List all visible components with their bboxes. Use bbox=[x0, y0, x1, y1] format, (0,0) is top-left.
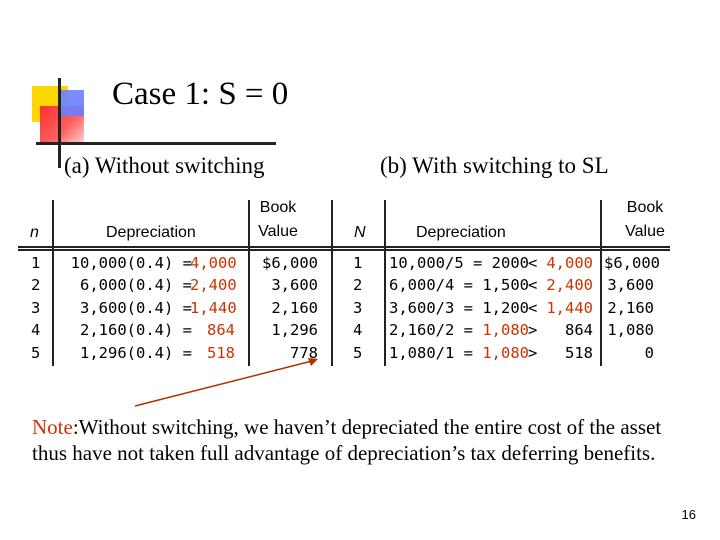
table-a-book-cell: 2,160 bbox=[271, 298, 318, 317]
subtitle-with-switching: (b) With switching to SL bbox=[380, 153, 609, 178]
table-b-col-cmp: 4,000 2,400 1,440 864 518 bbox=[540, 252, 593, 364]
table-a-col-book: $6,000 3,600 2,160 1,296 778 bbox=[256, 252, 318, 364]
table-b-header-value: Value bbox=[625, 223, 665, 240]
table-b-sym-cell: > bbox=[528, 343, 538, 362]
table-a-calc-cell: 1,296(0.4) = bbox=[80, 343, 192, 362]
note-body: :Without switching, we haven’t depreciat… bbox=[32, 415, 662, 465]
table-a-dep-cell: 518 bbox=[207, 343, 235, 362]
table-a-n-cell: 3 bbox=[31, 298, 41, 317]
table-a-col-n: 1 2 3 4 5 bbox=[31, 252, 40, 364]
table-b-calc-row: 6,000/4 = 1,500 bbox=[389, 274, 529, 296]
table-a-book-cell: 778 bbox=[290, 343, 318, 362]
table-b-col-n: 1 2 3 4 5 bbox=[353, 252, 362, 364]
table-b-col-calc: 10,000/5 = 2000 6,000/4 = 1,500 3,600/3 … bbox=[389, 252, 529, 364]
table-b-header-n: N bbox=[354, 224, 366, 241]
note-label: Note bbox=[32, 415, 73, 439]
header-rule-top bbox=[18, 246, 670, 248]
table-a-header-depreciation: Depreciation bbox=[106, 224, 196, 241]
subtitle-without-switching: (a) Without switching bbox=[64, 153, 265, 178]
table-b-n-cell: 4 bbox=[353, 321, 363, 340]
table-a-n-cell: 5 bbox=[31, 343, 41, 362]
table-a-col-calc: 10,000(0.4) = 6,000(0.4) = 3,600(0.4) = … bbox=[60, 252, 192, 364]
table-a-calc-cell: 6,000(0.4) = bbox=[80, 276, 192, 295]
table-b-col-sym: < < < > > bbox=[528, 252, 537, 364]
table-a-header-n: n bbox=[30, 224, 39, 241]
table-a-col-dep: 4,000 2,400 1,440 864 518 bbox=[190, 252, 237, 364]
table-a-calc-cell: 10,000(0.4) = bbox=[70, 254, 192, 272]
table-b-calc-cell: 10,000/5 = 2000 bbox=[389, 254, 529, 272]
table-a-dep-cell: 864 bbox=[207, 321, 235, 340]
table-b-cmp-cell: 4,000 bbox=[546, 254, 593, 272]
table-b-n-cell: 5 bbox=[353, 343, 363, 362]
table-b-n-cell: 2 bbox=[353, 276, 363, 295]
table-b-book-cell: 2,160 bbox=[607, 298, 654, 317]
table-b-header-depreciation: Depreciation bbox=[416, 224, 506, 241]
table-a-book-cell: $6,000 bbox=[262, 254, 318, 272]
table-b-header-book: Book bbox=[626, 199, 664, 216]
table-b-book-cell: $6,000 bbox=[604, 254, 660, 272]
table-b-calc-row: 1,080/1 = 1,080 bbox=[389, 342, 529, 364]
table-a-header-book: Book bbox=[259, 199, 297, 216]
table-a-calc-cell: 2,160(0.4) = bbox=[80, 321, 192, 340]
table-a-book-cell: 1,296 bbox=[271, 321, 318, 340]
note-text: Note:Without switching, we haven’t depre… bbox=[32, 414, 682, 466]
page-number: 16 bbox=[681, 507, 696, 522]
table-b-divider-1 bbox=[384, 200, 386, 366]
table-b-sym-cell: < bbox=[528, 276, 538, 295]
table-b-calc-row: 2,160/2 = 1,080 bbox=[389, 319, 529, 341]
table-b-calc-row: 10,000/5 = 2000 bbox=[389, 252, 529, 274]
table-b-n-cell: 1 bbox=[353, 254, 363, 272]
logo-blue-square bbox=[58, 90, 84, 116]
table-b-n-cell: 3 bbox=[353, 298, 363, 317]
table-b-col-book: $6,000 3,600 2,160 1,080 0 bbox=[604, 252, 660, 364]
table-a-n-cell: 2 bbox=[31, 276, 41, 295]
table-b-calc-red: 1,080 bbox=[482, 343, 530, 362]
table-b-book-cell: 0 bbox=[644, 343, 654, 362]
table-b-sym-cell: > bbox=[528, 321, 538, 340]
table-a-header-value: Value bbox=[258, 223, 298, 240]
table-b-calc-cell: 2,160/2 = bbox=[389, 321, 473, 340]
table-a-divider-2 bbox=[248, 200, 250, 366]
table-divider-middle bbox=[331, 200, 333, 366]
table-b-divider-2 bbox=[600, 200, 602, 366]
table-a-divider-1 bbox=[52, 200, 54, 366]
table-a-dep-cell: 2,400 bbox=[190, 276, 237, 295]
table-b-cmp-cell: 1,440 bbox=[546, 298, 593, 317]
table-b-cmp-cell: 2,400 bbox=[546, 276, 593, 295]
table-b-cmp-cell: 518 bbox=[565, 343, 593, 362]
table-b-calc-cell: 6,000/4 = 1,500 bbox=[389, 276, 529, 295]
table-b-book-cell: 1,080 bbox=[607, 321, 654, 340]
table-b-book-cell: 3,600 bbox=[607, 276, 654, 295]
table-b-sym-cell: < bbox=[528, 254, 538, 272]
table-a-dep-cell: 1,440 bbox=[190, 298, 237, 317]
table-a-book-cell: 3,600 bbox=[271, 276, 318, 295]
table-b-calc-row: 3,600/3 = 1,200 bbox=[389, 297, 529, 319]
table-a-calc-cell: 3,600(0.4) = bbox=[80, 298, 192, 317]
table-a-dep-cell: 4,000 bbox=[190, 254, 237, 272]
table-a-n-cell: 1 bbox=[31, 254, 41, 272]
table-b-cmp-cell: 864 bbox=[565, 321, 593, 340]
slide-title: Case 1: S = 0 bbox=[112, 76, 289, 112]
table-b-sym-cell: < bbox=[528, 298, 538, 317]
header-rule-bottom bbox=[18, 249, 670, 251]
table-b-calc-cell: 3,600/3 = 1,200 bbox=[389, 298, 529, 317]
table-b-calc-cell: 1,080/1 = bbox=[389, 343, 473, 362]
table-b-calc-red: 1,080 bbox=[482, 321, 530, 340]
logo-vertical-line bbox=[58, 78, 61, 168]
logo-horizontal-line bbox=[36, 142, 276, 145]
table-a-n-cell: 4 bbox=[31, 321, 41, 340]
